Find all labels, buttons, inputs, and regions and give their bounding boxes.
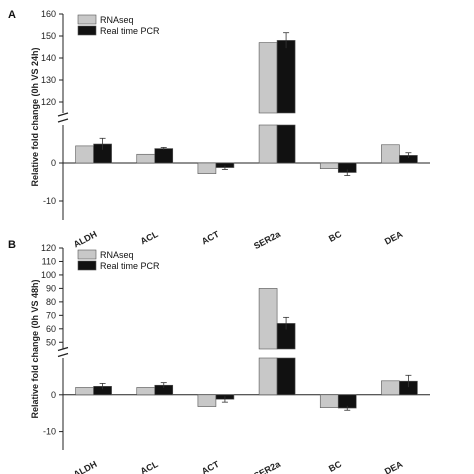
category-label: BC (327, 459, 344, 474)
axis-break-mark (57, 118, 69, 123)
y-axis-label: Relative fold change (0h VS 24h) (30, 47, 40, 186)
y-tick-label: 120 (41, 243, 56, 253)
axis-break-mark (57, 112, 69, 117)
panel-b: B Relative fold change (0h VS 48h) 50 60 70 8… (8, 239, 430, 474)
bar-real-time-pcr (276, 124, 296, 164)
axis-break-mark (57, 352, 69, 358)
y-tick-label: 0 (51, 158, 56, 168)
legend-label: RNAseq (100, 15, 134, 25)
bar-real-time-pcr (154, 148, 174, 164)
legend-swatch (77, 14, 97, 25)
category-label: ACL (139, 459, 160, 474)
y-tick-label: 60 (46, 324, 56, 334)
legend-label: Real time PCR (100, 26, 160, 36)
bar-break-gap (258, 114, 279, 124)
y-tick-label: 100 (41, 270, 56, 280)
y-tick-label: 130 (41, 75, 56, 85)
y-tick-label: 70 (46, 310, 56, 320)
y-tick-label: 140 (41, 53, 56, 63)
bar-rnaseq (75, 387, 94, 396)
category-label: SER2a (252, 228, 283, 251)
bar-rnaseq (136, 387, 156, 396)
y-tick-label: 160 (41, 9, 56, 19)
y-tick-label: 150 (41, 31, 56, 41)
y-tick-label: 50 (46, 337, 56, 347)
bar-rnaseq (136, 153, 156, 164)
bar-break-gap (276, 114, 297, 124)
bar-rnaseq (258, 124, 278, 164)
bar-rnaseq (258, 288, 278, 350)
legend-swatch (77, 25, 97, 36)
category-label: ACT (200, 229, 221, 247)
y-tick-label: 110 (42, 256, 56, 266)
legend-label: Real time PCR (100, 261, 160, 271)
category-label: ALDH (72, 459, 99, 474)
y-tick-label: -10 (43, 427, 56, 437)
panel-letter: B (8, 239, 16, 251)
category-label: ACL (139, 229, 160, 247)
y-tick-label: 90 (46, 283, 56, 293)
bar-rnaseq (75, 145, 94, 164)
category-label: DEA (383, 459, 405, 474)
legend-label: RNAseq (100, 250, 134, 260)
category-label: ALDH (72, 229, 99, 250)
legend-swatch (77, 260, 97, 271)
y-tick-label: -10 (43, 196, 56, 206)
category-label: SER2a (252, 458, 283, 474)
legend-swatch (77, 249, 97, 260)
bar-rnaseq (258, 357, 278, 396)
bar-break-gap (276, 350, 297, 357)
category-label: BC (327, 229, 344, 244)
y-tick-label: 0 (51, 390, 56, 400)
bar-break-gap (258, 350, 279, 357)
bar-rnaseq (258, 42, 278, 114)
bar-real-time-pcr (276, 357, 296, 396)
bar-rnaseq (319, 394, 339, 408)
bar-real-time-pcr (276, 40, 296, 114)
y-axis-label: Relative fold change (0h VS 48h) (30, 279, 40, 418)
bar-rnaseq (197, 394, 217, 407)
axis-break-mark (57, 346, 69, 352)
panel-letter: A (8, 9, 16, 21)
bar-rnaseq (381, 380, 400, 396)
category-label: ACT (200, 459, 221, 474)
y-tick-label: 120 (41, 97, 56, 107)
category-label: DEA (383, 229, 405, 247)
bar-rnaseq (319, 162, 339, 169)
bar-rnaseq (381, 144, 400, 164)
bar-rnaseq (197, 162, 217, 174)
y-tick-label: 80 (46, 297, 56, 307)
